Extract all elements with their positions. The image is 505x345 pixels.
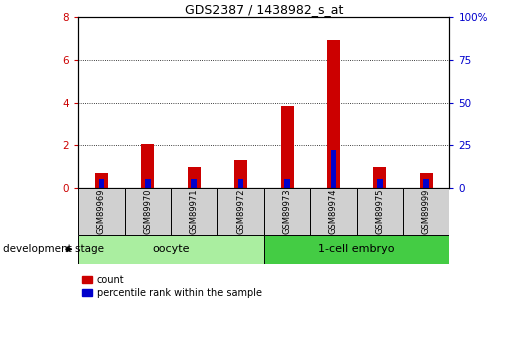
Bar	[424, 179, 429, 188]
Bar	[403, 188, 449, 235]
Bar	[188, 167, 201, 188]
Text: oocyte: oocyte	[153, 244, 190, 254]
Bar	[281, 106, 293, 188]
Bar	[264, 188, 310, 235]
Bar	[78, 188, 125, 235]
Bar	[310, 188, 357, 235]
Bar	[95, 173, 108, 188]
Bar	[171, 188, 218, 235]
Bar	[284, 179, 290, 188]
Legend: count, percentile rank within the sample: count, percentile rank within the sample	[78, 271, 266, 302]
Bar	[78, 235, 264, 264]
Text: GSM89969: GSM89969	[97, 189, 106, 234]
Bar	[331, 150, 336, 188]
Text: GSM89971: GSM89971	[190, 189, 199, 234]
Text: GSM89974: GSM89974	[329, 189, 338, 234]
Bar	[145, 179, 150, 188]
Text: GSM89975: GSM89975	[375, 189, 384, 234]
Text: GSM89973: GSM89973	[283, 188, 291, 234]
Bar	[377, 179, 383, 188]
Bar	[234, 160, 247, 188]
Text: GSM89972: GSM89972	[236, 189, 245, 234]
Bar	[373, 167, 386, 188]
Bar	[264, 235, 449, 264]
Text: GSM89970: GSM89970	[143, 189, 153, 234]
Title: GDS2387 / 1438982_s_at: GDS2387 / 1438982_s_at	[185, 3, 343, 16]
Text: development stage: development stage	[3, 244, 104, 254]
Bar	[327, 40, 340, 188]
Bar	[357, 188, 403, 235]
Bar	[125, 188, 171, 235]
Bar	[141, 144, 155, 188]
Text: 1-cell embryo: 1-cell embryo	[319, 244, 395, 254]
Bar	[420, 173, 433, 188]
Bar	[218, 188, 264, 235]
Bar	[191, 179, 197, 188]
Bar	[98, 179, 104, 188]
Bar	[238, 179, 243, 188]
Text: GSM89999: GSM89999	[422, 189, 431, 234]
